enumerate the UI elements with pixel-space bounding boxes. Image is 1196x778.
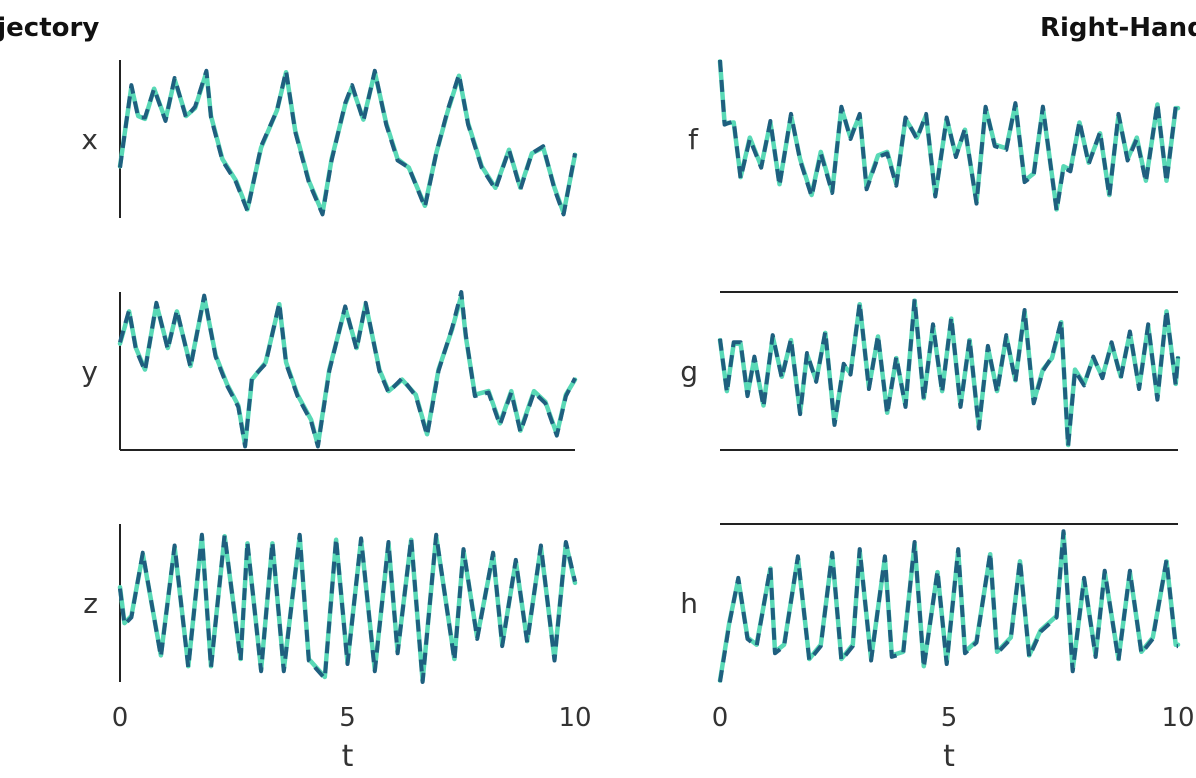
plot-area: x y z 0 5 10 t f g h 0 5 10 t [81,59,1195,774]
rhs-title: Right-Hand Side [1040,13,1196,43]
xtick-label: 0 [112,703,129,733]
xtick-label: 5 [339,703,356,733]
ylabel-g: g [680,355,698,388]
xtick-label: 5 [941,703,958,733]
panel-x: x [81,60,578,218]
series-dashed-h [718,529,1178,683]
panel-h: h [680,523,1181,683]
panel-g: g [680,291,1181,451]
series-dashed-y [118,290,577,449]
ylabel-h: h [680,587,698,620]
panel-y: y [81,290,578,451]
series-dashed-x [118,68,577,217]
xlabel: t [943,739,955,774]
xlabel: t [342,739,354,774]
xtick-label: 10 [558,703,591,733]
ylabel-f: f [688,123,699,156]
ylabel-z: z [83,587,98,620]
ylabel-x: x [81,123,98,156]
panel-f: f [688,59,1181,213]
panel-z: z [83,524,578,684]
series-dashed-z [118,532,577,684]
series-dashed-g [718,297,1180,449]
trajectory-title: Trajectory [0,13,99,43]
series-dashed-f [718,59,1178,213]
xtick-label: 10 [1161,703,1194,733]
ylabel-y: y [81,355,98,388]
xtick-label: 0 [712,703,729,733]
